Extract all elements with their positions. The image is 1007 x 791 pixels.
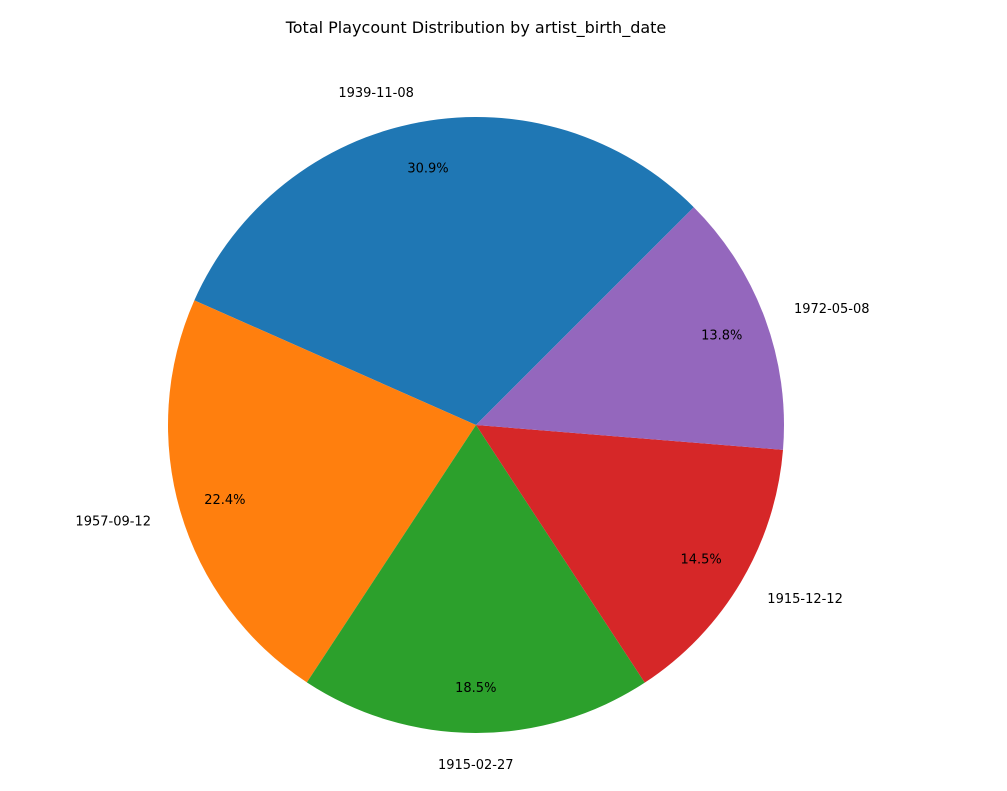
pie-labels: 1939-11-08 30.9% 1957-09-12 22.4% 1915-02-27… xyxy=(75,86,869,773)
pie-slice-1972-05-08 xyxy=(476,207,784,450)
slice-percent-label: 18.5% xyxy=(455,681,496,696)
pie-slice-1957-09-12 xyxy=(168,300,476,683)
pie-slice-1939-11-08 xyxy=(194,117,694,425)
pie-slices xyxy=(168,117,784,734)
slice-label: 1939-11-08 xyxy=(338,86,414,101)
slice-label: 1915-02-27 xyxy=(438,758,514,773)
pie-slice-1915-02-27 xyxy=(306,425,645,734)
slice-percent-label: 30.9% xyxy=(407,162,448,177)
slice-percent-label: 22.4% xyxy=(204,493,245,508)
pie-slice-1915-12-12 xyxy=(476,425,783,683)
slice-percent-label: 14.5% xyxy=(680,553,721,568)
slice-label: 1957-09-12 xyxy=(75,515,151,530)
slice-label: 1972-05-08 xyxy=(794,302,870,317)
slice-percent-label: 13.8% xyxy=(701,329,742,344)
slice-label: 1915-12-12 xyxy=(767,592,843,607)
chart-title: Total Playcount Distribution by artist_b… xyxy=(285,18,667,38)
